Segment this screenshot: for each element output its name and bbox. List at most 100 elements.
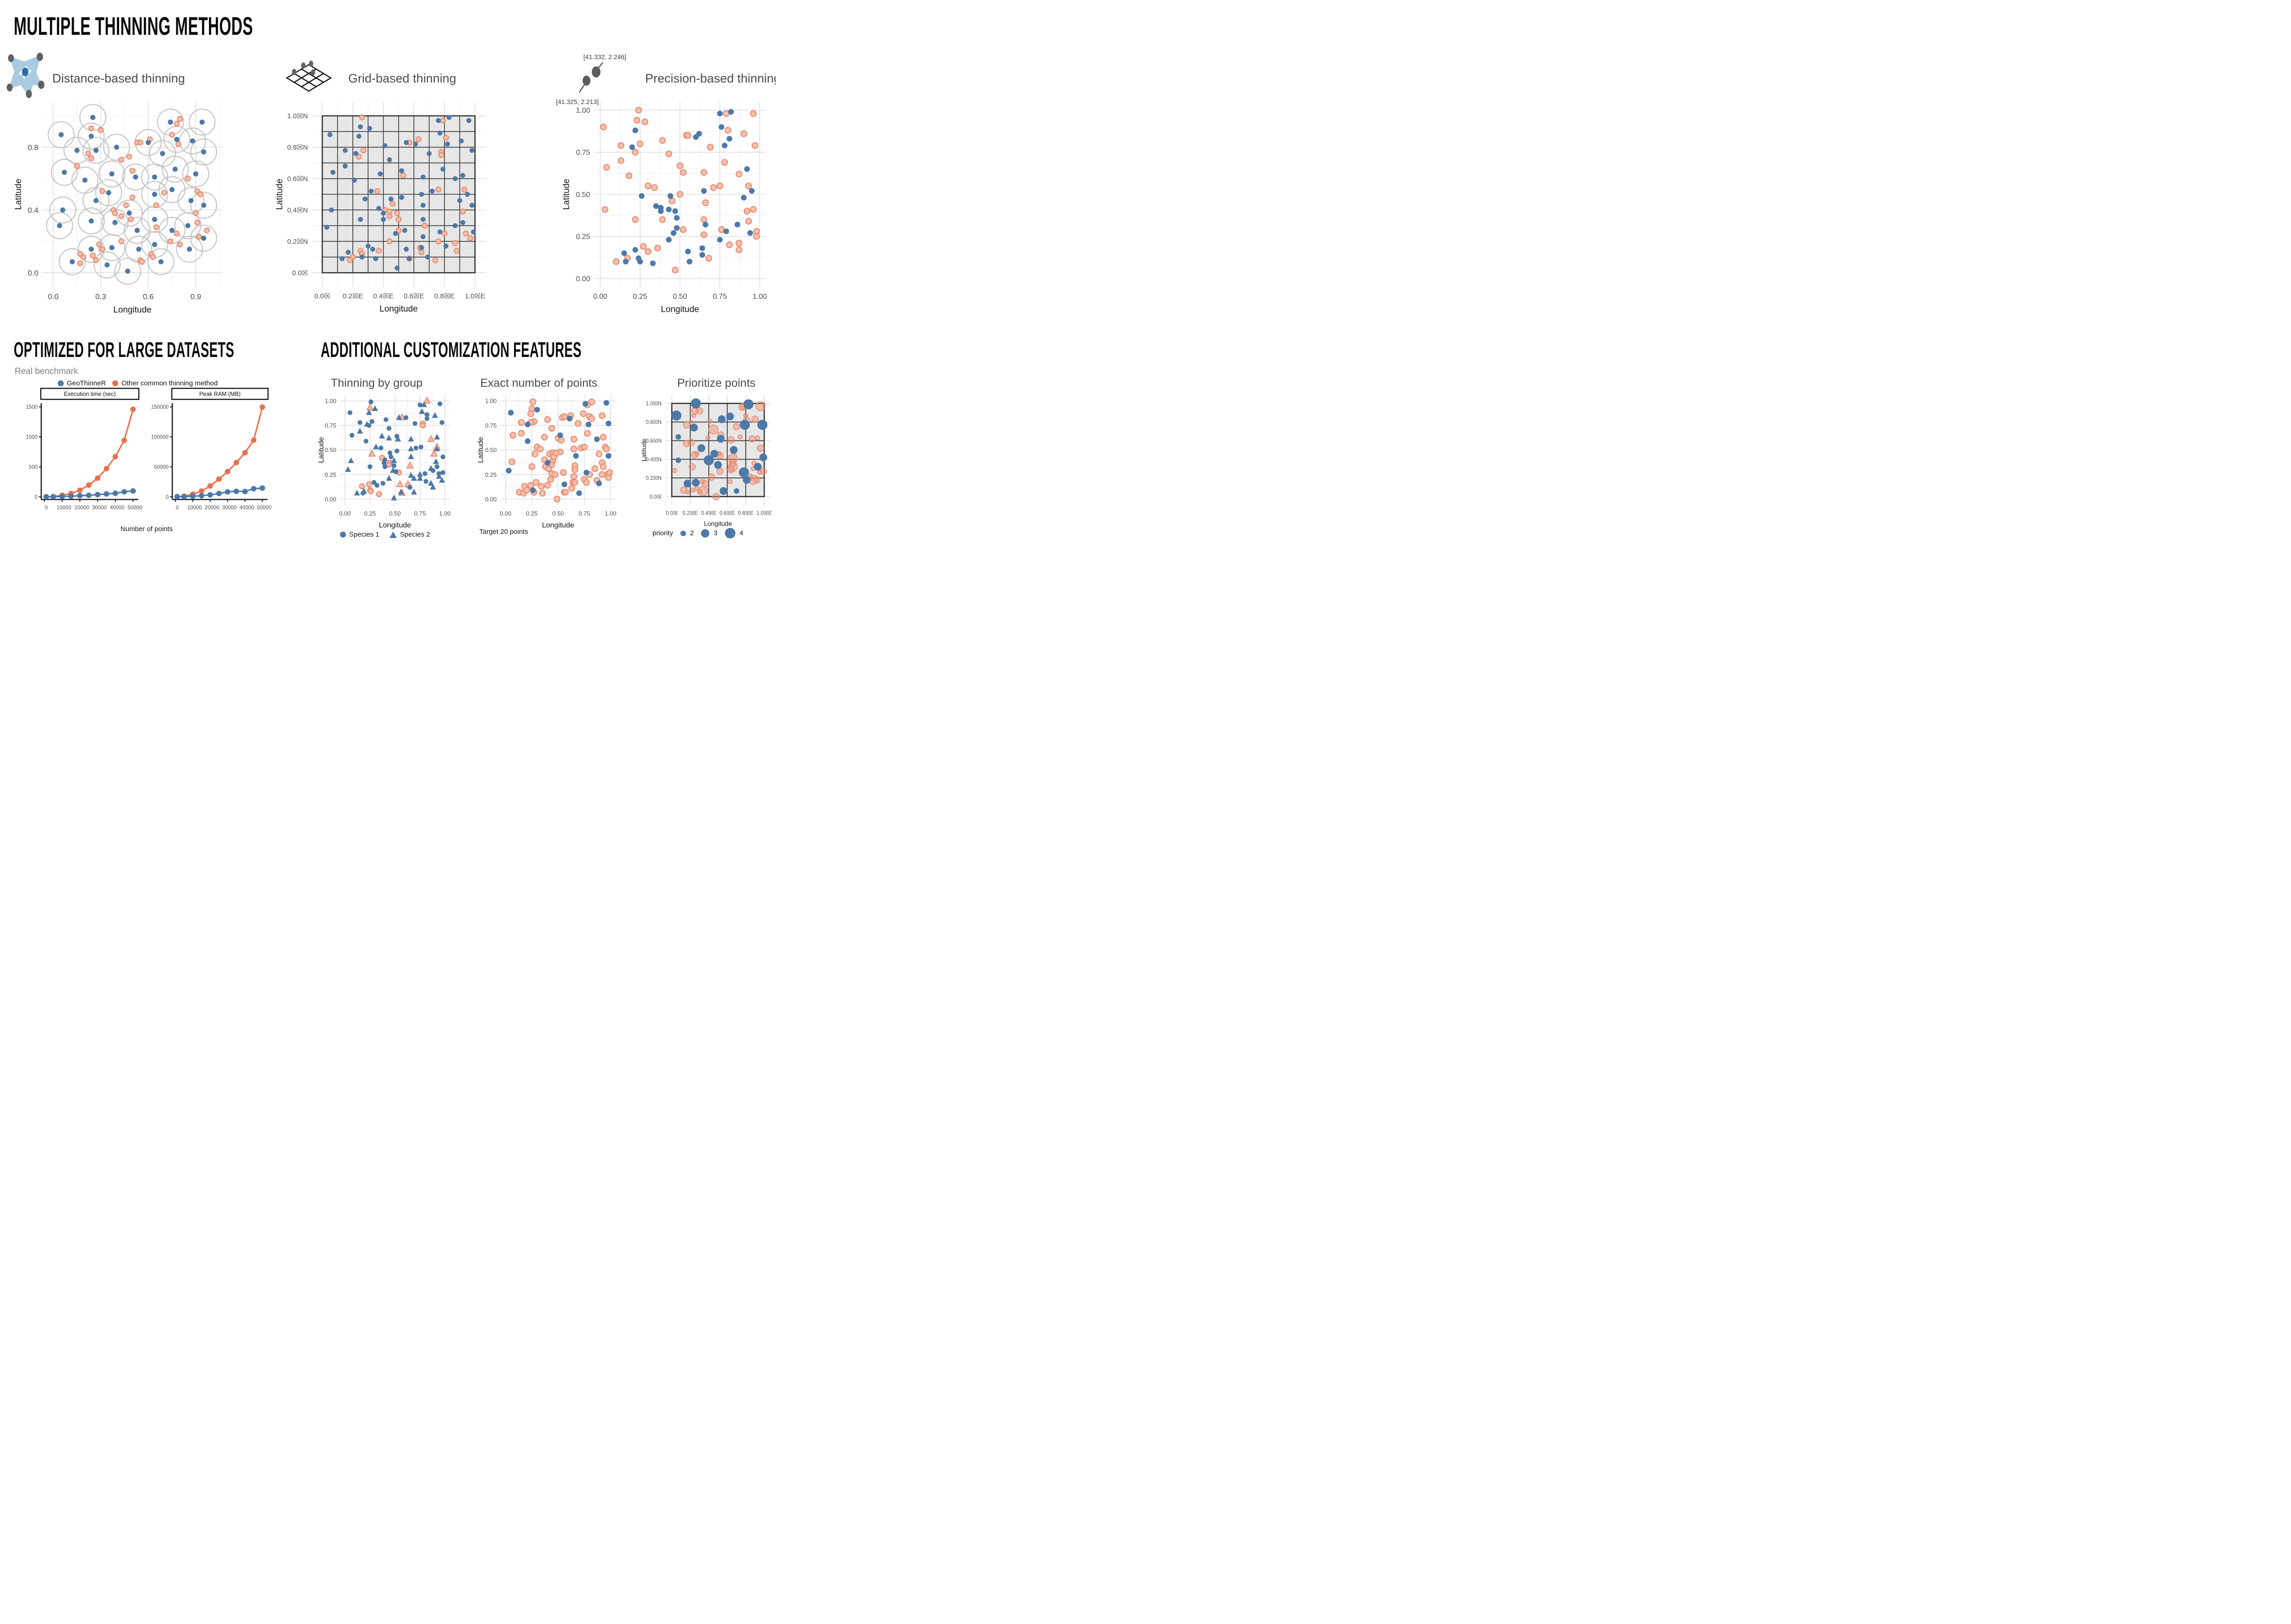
svg-text:0.75: 0.75 bbox=[713, 293, 727, 301]
priority-label-3: 3 bbox=[713, 529, 718, 537]
execution-time-chart: Execution time (sec) 0 10000 20000 30000 4000… bbox=[20, 388, 142, 527]
svg-text:0.75: 0.75 bbox=[414, 510, 426, 517]
legend-label-species1: Species 1 bbox=[349, 531, 379, 538]
svg-text:0.75: 0.75 bbox=[579, 510, 590, 517]
svg-text:0.75: 0.75 bbox=[325, 422, 336, 429]
svg-text:1.00: 1.00 bbox=[605, 510, 616, 517]
svg-text:0.50: 0.50 bbox=[485, 447, 497, 454]
svg-text:0.00: 0.00 bbox=[325, 496, 336, 503]
svg-text:0.8☒E: 0.8☒E bbox=[434, 292, 455, 300]
priority-label-4: 4 bbox=[739, 529, 744, 537]
svg-text:0.50: 0.50 bbox=[552, 510, 564, 517]
svg-text:50000: 50000 bbox=[154, 465, 169, 470]
svg-text:20000: 20000 bbox=[74, 505, 89, 511]
svg-text:0.6☒N: 0.6☒N bbox=[646, 439, 662, 444]
species1-legend-dot bbox=[340, 532, 346, 538]
svg-text:50000: 50000 bbox=[257, 505, 271, 511]
svg-text:Latitude: Latitude bbox=[318, 437, 325, 463]
svg-text:50000: 50000 bbox=[127, 505, 142, 511]
svg-text:1.00: 1.00 bbox=[576, 107, 590, 115]
svg-text:0.4☒N: 0.4☒N bbox=[287, 207, 308, 214]
svg-text:0.00: 0.00 bbox=[593, 293, 607, 301]
svg-text:10000: 10000 bbox=[57, 505, 71, 511]
svg-text:0.8: 0.8 bbox=[27, 143, 38, 152]
svg-text:0.8☒E: 0.8☒E bbox=[738, 511, 754, 516]
svg-text:100000: 100000 bbox=[151, 434, 169, 440]
benchmark-subtitle: Real benchmark bbox=[15, 367, 78, 376]
svg-text:0.25: 0.25 bbox=[576, 233, 590, 241]
svg-text:40000: 40000 bbox=[110, 505, 125, 511]
radius-arrows-icon bbox=[6, 53, 44, 98]
species-legend: Species 1 Species 2 bbox=[340, 531, 430, 538]
svg-text:0: 0 bbox=[166, 494, 169, 500]
svg-text:1500: 1500 bbox=[26, 405, 38, 410]
priority-label-2: 2 bbox=[690, 529, 694, 537]
svg-text:Longitude: Longitude bbox=[704, 520, 732, 527]
panel-title-grid: Grid-based thinning bbox=[348, 71, 456, 85]
svg-text:0.2☒N: 0.2☒N bbox=[646, 476, 662, 481]
priority-legend: priority 2 3 4 bbox=[652, 528, 743, 538]
other-method-legend-dot bbox=[112, 380, 119, 386]
distance-chart: 0.0 0.3 0.6 0.9 0.0 0.4 0.8 Longitude Latitude bbox=[14, 98, 229, 319]
svg-text:150000: 150000 bbox=[151, 405, 169, 410]
svg-text:0.0: 0.0 bbox=[27, 269, 38, 277]
legend-label-other: Other common thinning method bbox=[121, 379, 218, 387]
benchmark-legend: GeoThinneR Other common thinning method bbox=[51, 379, 218, 387]
svg-text:0: 0 bbox=[35, 494, 38, 500]
svg-text:40000: 40000 bbox=[240, 505, 254, 511]
svg-text:1.00: 1.00 bbox=[325, 398, 336, 405]
priority-dot-2 bbox=[680, 530, 686, 536]
svg-text:0.25: 0.25 bbox=[633, 293, 647, 301]
priority-legend-title: priority bbox=[652, 529, 674, 537]
svg-text:Longitude: Longitude bbox=[379, 304, 417, 314]
section-title-methods: MULTIPLE THINNING METHODS bbox=[14, 11, 253, 40]
svg-text:0.00: 0.00 bbox=[339, 510, 351, 517]
svg-text:0.6: 0.6 bbox=[143, 292, 154, 301]
svg-text:0.0☒: 0.0☒ bbox=[292, 269, 308, 277]
svg-text:500: 500 bbox=[29, 465, 38, 470]
svg-text:0.0☒: 0.0☒ bbox=[314, 292, 330, 300]
svg-text:0.75: 0.75 bbox=[485, 422, 497, 429]
svg-text:Latitude: Latitude bbox=[275, 179, 285, 210]
svg-text:1.0☒E: 1.0☒E bbox=[756, 511, 772, 516]
geothinner-legend-dot bbox=[58, 380, 64, 386]
target-points-caption: Target 20 points bbox=[479, 528, 528, 536]
svg-text:0.8☒N: 0.8☒N bbox=[287, 144, 308, 152]
svg-text:0.25: 0.25 bbox=[364, 510, 376, 517]
priority-dot-4 bbox=[724, 528, 735, 538]
panel-title-exact: Exact number of points bbox=[480, 377, 597, 390]
svg-text:0.3: 0.3 bbox=[95, 292, 106, 301]
legend-label-geothinner: GeoThinneR bbox=[67, 379, 106, 387]
legend-label-species2: Species 2 bbox=[400, 531, 430, 538]
svg-text:0.2☒E: 0.2☒E bbox=[343, 292, 363, 300]
svg-text:Latitude: Latitude bbox=[14, 179, 23, 210]
svg-text:1.00: 1.00 bbox=[485, 398, 497, 405]
coordinate-label-bottom: [41.325, 2.213] bbox=[556, 98, 599, 105]
svg-text:0: 0 bbox=[176, 505, 179, 511]
svg-text:1.0☒N: 1.0☒N bbox=[287, 112, 308, 120]
grid-chart: 0.0☒ 0.2☒E 0.4☒E 0.6☒E 0.8☒E 1.0☒E 0.0☒ 0.2☒N 0.… bbox=[275, 98, 490, 319]
coordinate-label-top: [41.332, 2.246] bbox=[583, 53, 626, 60]
coordinate-points-icon bbox=[579, 62, 603, 93]
svg-text:Longitude: Longitude bbox=[113, 305, 151, 315]
svg-text:Latitude: Latitude bbox=[477, 437, 485, 463]
svg-text:0.75: 0.75 bbox=[576, 149, 590, 157]
svg-text:0.6☒E: 0.6☒E bbox=[404, 292, 424, 300]
benchmark-x-axis-label: Number of points bbox=[120, 525, 173, 533]
species2-legend-triangle bbox=[389, 531, 397, 538]
svg-text:0.25: 0.25 bbox=[526, 510, 537, 517]
svg-text:0.0: 0.0 bbox=[48, 292, 59, 301]
svg-text:Longitude: Longitude bbox=[661, 305, 699, 314]
panel-title-distance: Distance-based thinning bbox=[52, 71, 185, 85]
section-title-custom: ADDITIONAL CUSTOMIZATION FEATURES bbox=[321, 338, 582, 362]
svg-text:30000: 30000 bbox=[222, 505, 237, 511]
svg-text:30000: 30000 bbox=[92, 505, 107, 511]
peak-ram-chart: Peak RAM (MB) 0 10000 20000 30000 40000 50000 0… bbox=[146, 388, 272, 527]
svg-text:0.2☒N: 0.2☒N bbox=[287, 238, 308, 246]
svg-text:1.0☒N: 1.0☒N bbox=[646, 401, 662, 406]
svg-text:0: 0 bbox=[45, 505, 48, 511]
svg-text:0.9: 0.9 bbox=[190, 292, 201, 301]
svg-text:1.00: 1.00 bbox=[439, 510, 450, 517]
svg-text:0.00: 0.00 bbox=[576, 275, 590, 283]
svg-text:10000: 10000 bbox=[187, 505, 202, 511]
